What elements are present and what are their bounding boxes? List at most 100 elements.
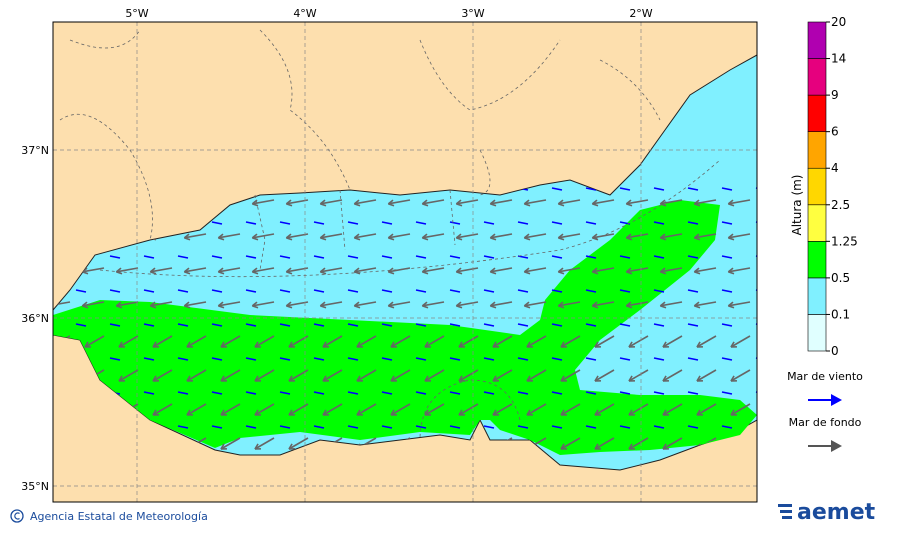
wind-arrow (347, 289, 359, 293)
wind-arrow (551, 289, 563, 293)
wind-arrow (313, 357, 325, 361)
wind-arrow (313, 255, 325, 259)
swell-arrow (628, 335, 649, 348)
swell-arrow (490, 233, 513, 239)
swell-arrow-head (523, 301, 531, 309)
swell-arrow-head (458, 375, 465, 382)
legend-arrow-head (831, 440, 842, 452)
swell-arrow-head (455, 301, 463, 309)
wind-arrow (313, 391, 325, 395)
swell-arrow (626, 233, 649, 239)
wave-zone (53, 200, 757, 455)
swell-arrow (152, 369, 173, 382)
swell-arrow (594, 403, 615, 416)
wind-arrow (313, 323, 325, 327)
swell-arrow (730, 369, 751, 382)
swell-arrow-head (659, 233, 667, 241)
wind-arrow (109, 323, 121, 327)
swell-arrow (254, 437, 275, 450)
swell-arrow (458, 403, 479, 416)
swell-arrow (220, 437, 241, 450)
swell-arrow-head (523, 199, 531, 207)
wind-arrow (517, 425, 529, 429)
wind-arrow (517, 323, 529, 327)
swell-arrow-head (319, 199, 327, 207)
credit: Agencia Estatal de Meteorología (30, 510, 208, 523)
wind-arrow (211, 425, 223, 429)
swell-arrow-head (356, 409, 363, 416)
swell-arrow (218, 267, 241, 273)
swell-arrow (354, 233, 377, 239)
swell-arrow (220, 369, 241, 382)
swell-arrow (252, 301, 275, 307)
swell-arrow (694, 267, 717, 273)
swell-arrow (252, 267, 275, 273)
swell-arrow (82, 301, 105, 307)
legend-label: Mar de viento (787, 370, 863, 383)
swell-arrow-head (152, 341, 159, 348)
swell-arrow-head (220, 409, 227, 416)
swell-arrow-head (322, 341, 329, 348)
swell-arrow (288, 369, 309, 382)
wind-arrow (687, 323, 699, 327)
wind-arrow (313, 289, 325, 293)
swell-arrow-head (186, 341, 193, 348)
wind-arrow (313, 221, 325, 225)
wind-arrow (619, 357, 631, 361)
swell-arrow (526, 369, 547, 382)
colorbar-class (807, 131, 827, 169)
swell-arrow (694, 233, 717, 239)
wind-arrow (449, 255, 461, 259)
swell-arrow-head (220, 341, 227, 348)
wind-arrow (449, 289, 461, 293)
swell-arrow-head (730, 375, 737, 382)
wind-arrow (211, 391, 223, 395)
swell-arrow (422, 301, 445, 307)
wind-arrow (381, 391, 393, 395)
wind-arrow (619, 425, 631, 429)
swell-arrow (150, 267, 173, 273)
swell-arrow-head (115, 267, 123, 275)
swell-arrow-head (217, 301, 225, 309)
lon-label: 5°W (125, 7, 148, 20)
wind-arrow (347, 425, 359, 429)
wind-arrow (653, 255, 665, 259)
wind-arrow (585, 289, 597, 293)
wind-arrow (721, 187, 733, 191)
wind-arrow (449, 357, 461, 361)
swell-arrow (424, 369, 445, 382)
swell-arrow (116, 267, 139, 273)
wind-arrow (245, 357, 257, 361)
swell-arrow (558, 233, 581, 239)
wind-arrow (449, 323, 461, 327)
swell-arrow (118, 369, 139, 382)
wind-arrow (687, 357, 699, 361)
swell-arrow-head (730, 409, 737, 416)
colorbar-label: 4 (831, 161, 839, 175)
swell-arrow-head (557, 233, 565, 241)
wind-arrow (279, 221, 291, 225)
swell-arrow-head (152, 375, 159, 382)
swell-arrow-head (560, 375, 567, 382)
wind-arrow (279, 357, 291, 361)
wind-arrow (619, 187, 631, 191)
swell-arrow-head (628, 443, 635, 450)
wind-arrow (449, 425, 461, 429)
wind-arrow (211, 289, 223, 293)
colorbar-class (807, 314, 827, 352)
swell-arrow-head (594, 341, 601, 348)
wind-arrow (313, 425, 325, 429)
colorbar-label: 1.25 (831, 234, 858, 248)
wind-arrow (721, 221, 733, 225)
swell-arrow (592, 301, 615, 307)
wind-arrow (687, 425, 699, 429)
wind-arrow (721, 425, 733, 429)
swell-arrow-head (727, 233, 735, 241)
swell-arrow (490, 301, 513, 307)
swell-arrow-head (421, 267, 429, 275)
colorbar-label: 0.1 (831, 307, 850, 321)
swell-arrow (286, 301, 309, 307)
swell-arrow-head (288, 375, 295, 382)
wind-arrow (449, 221, 461, 225)
